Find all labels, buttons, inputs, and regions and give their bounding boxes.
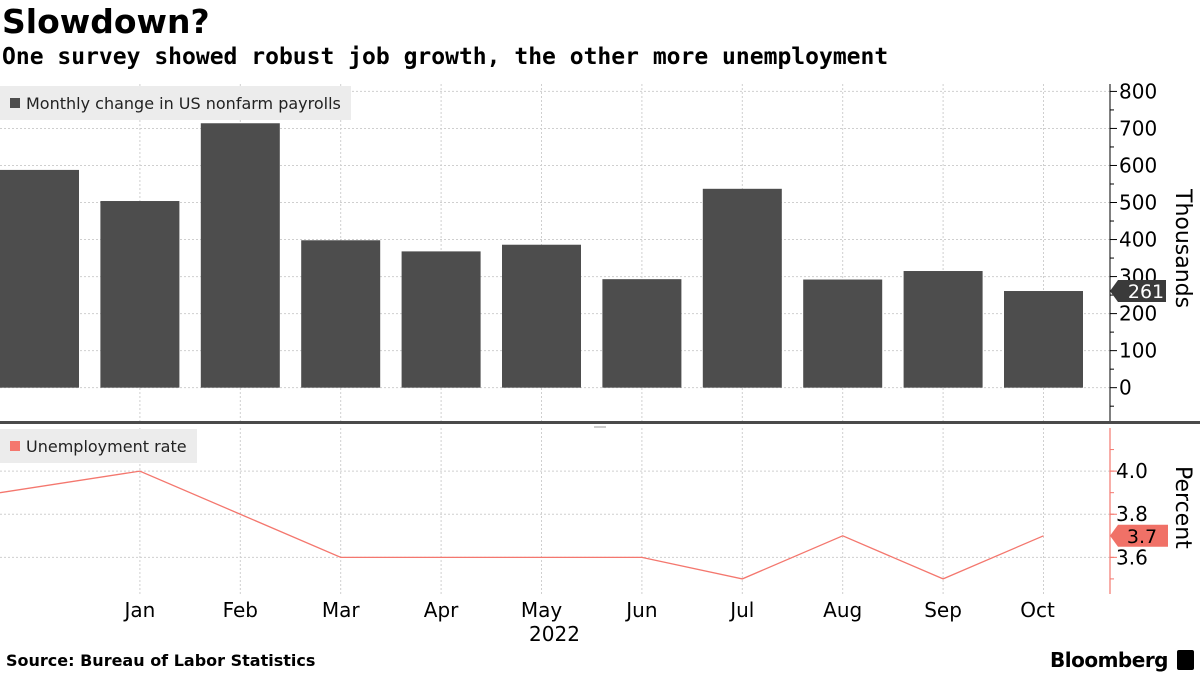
- bar-apr: [401, 251, 481, 388]
- x-tick-label: Jun: [624, 598, 657, 622]
- x-tick-label: Sep: [924, 598, 962, 622]
- y-tick-label: 700: [1119, 116, 1157, 140]
- x-tick-label: Feb: [223, 598, 258, 622]
- bar-feb: [200, 123, 280, 388]
- last-value-tag: [1110, 280, 1166, 303]
- bloomberg-logo: Bloomberg: [1050, 648, 1168, 672]
- x-tick-label: May: [521, 598, 563, 622]
- x-tick-label: Jan: [122, 598, 155, 622]
- panel-divider: [0, 421, 1200, 424]
- bar-legend-label: Monthly change in US nonfarm payrolls: [26, 93, 341, 113]
- y-tick-label: 600: [1119, 153, 1157, 177]
- line-legend-label: Unemployment rate: [26, 436, 187, 456]
- bar-legend-swatch: [10, 98, 20, 108]
- y-tick-label: 3.6: [1116, 545, 1148, 569]
- chart-title: Slowdown?: [2, 2, 210, 41]
- y-tick-label: 4.0: [1116, 459, 1148, 483]
- x-year-label: 2022: [529, 622, 580, 645]
- bar-oct: [1004, 291, 1083, 388]
- bar-sep: [903, 271, 983, 388]
- bar-may: [502, 244, 581, 388]
- y-tick-label: 500: [1119, 191, 1157, 215]
- y-tick-label: 0: [1119, 376, 1132, 400]
- line-legend-swatch: [10, 441, 20, 451]
- line-legend: Unemployment rate: [0, 429, 197, 463]
- y-axis-title: Thousands: [1170, 188, 1195, 308]
- y-tick-label: 3.8: [1116, 502, 1148, 526]
- source-note: Source: Bureau of Labor Statistics: [6, 651, 316, 670]
- last-value-tag: [1110, 524, 1168, 547]
- bar-aug: [803, 279, 883, 388]
- x-tick-label: Aug: [823, 598, 862, 622]
- y-axis-title: Percent: [1170, 466, 1195, 549]
- bar-jul: [702, 188, 782, 388]
- y-tick-label: 200: [1119, 302, 1157, 326]
- last-value-label: 261: [1128, 281, 1164, 303]
- bar-legend: Monthly change in US nonfarm payrolls: [0, 86, 351, 120]
- chart-subtitle: One survey showed robust job growth, the…: [2, 44, 889, 70]
- bar-jun: [602, 279, 682, 388]
- y-tick-label: 400: [1119, 228, 1157, 252]
- bar-dec: [0, 169, 79, 388]
- bar-jan: [100, 201, 180, 388]
- y-tick-label: 800: [1119, 79, 1157, 103]
- x-tick-label: Mar: [322, 598, 361, 622]
- x-tick-label: Oct: [1020, 598, 1055, 622]
- last-value-label: 3.7: [1127, 526, 1157, 548]
- x-tick-label: Jul: [728, 598, 754, 622]
- x-tick-label: Apr: [424, 598, 459, 622]
- y-tick-label: 100: [1119, 339, 1157, 363]
- bar-mar: [301, 240, 381, 388]
- terminal-icon: [1177, 650, 1194, 670]
- unemployment-line: [0, 470, 1044, 580]
